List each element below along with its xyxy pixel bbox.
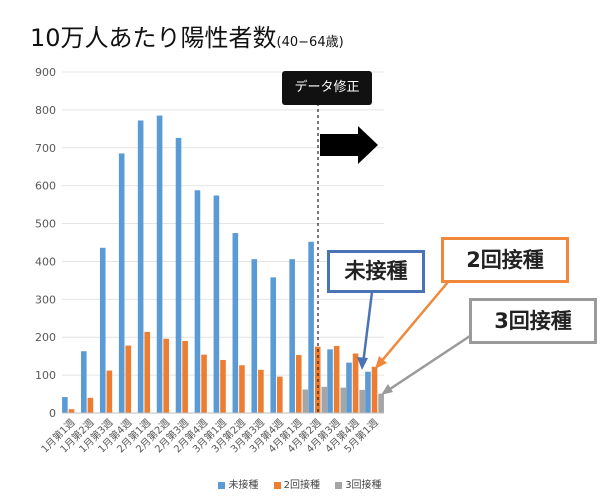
- bar-dose3: [359, 389, 365, 413]
- legend-swatch: [218, 481, 226, 489]
- pointer-orange: [379, 281, 449, 364]
- bar-unvaccinated: [81, 351, 87, 413]
- bar-unvaccinated: [232, 233, 239, 413]
- legend-item-dose3: 3回接種: [335, 476, 382, 491]
- legend-label: 3回接種: [345, 480, 382, 491]
- chart-title: 10万人あたり陽性者数(40−64歳): [30, 18, 344, 53]
- legend-item-unvaccinated: 未接種: [218, 476, 258, 491]
- bar-dose2: [333, 345, 340, 413]
- bar-unvaccinated: [194, 190, 201, 413]
- y-tick-label: 700: [35, 142, 56, 155]
- legend: 未接種 2回接種 3回接種: [0, 476, 600, 491]
- bar-unvaccinated: [156, 115, 163, 413]
- bar-unvaccinated: [137, 120, 144, 413]
- y-tick-label: 900: [35, 66, 56, 79]
- bar-dose2: [87, 397, 94, 413]
- legend-swatch: [273, 481, 281, 489]
- callout-dose3: 3回接種: [469, 298, 597, 344]
- y-tick-label: 100: [35, 369, 56, 382]
- bars: [62, 115, 384, 413]
- bar-unvaccinated: [289, 259, 295, 413]
- callout-unvaccinated: 未接種: [327, 250, 425, 293]
- bar-dose2: [239, 365, 245, 413]
- bar-dose2: [258, 369, 264, 413]
- pointer-gray-head: [381, 384, 393, 395]
- bar-dose2: [144, 331, 151, 413]
- y-tick-label: 0: [49, 407, 56, 420]
- legend-swatch: [335, 481, 343, 489]
- bar-dose2: [220, 359, 226, 413]
- bar-unvaccinated: [175, 137, 182, 413]
- annotations: [317, 103, 471, 413]
- bar-unvaccinated: [327, 349, 333, 413]
- data-correction-badge: データ修正: [282, 71, 372, 105]
- bar-dose2: [106, 370, 113, 413]
- y-tick-label: 300: [35, 293, 56, 306]
- y-tick-label: 600: [35, 180, 56, 193]
- legend-label: 未接種: [228, 480, 259, 491]
- bar-unvaccinated: [99, 247, 106, 413]
- bar-dose2: [125, 345, 132, 413]
- pointer-blue-head: [357, 357, 368, 370]
- bar-unvaccinated: [308, 241, 314, 413]
- pointer-gray: [386, 334, 471, 393]
- bar-unvaccinated: [270, 277, 277, 413]
- bar-unvaccinated: [213, 195, 220, 413]
- y-tick-label: 400: [35, 255, 56, 268]
- bar-unvaccinated: [118, 153, 125, 413]
- bar-dose2: [68, 409, 75, 413]
- y-tick-label: 800: [35, 104, 56, 117]
- bar-unvaccinated: [251, 259, 258, 413]
- right-arrow-icon: [320, 126, 378, 164]
- bar-dose2: [352, 353, 359, 413]
- chart-title-main: 10万人あたり陽性者数: [30, 24, 277, 52]
- bar-dose2: [163, 338, 169, 413]
- legend-item-dose2: 2回接種: [273, 476, 320, 491]
- bar-dose2: [371, 366, 378, 413]
- bar-dose3: [302, 389, 309, 413]
- x-axis: 1月第1週1月第2週1月第3週1月第4週2月第1週2月第2週2月第3週2月第4週…: [38, 412, 384, 455]
- bar-dose2: [277, 376, 283, 413]
- bar-dose2: [182, 341, 188, 413]
- y-tick-label: 200: [35, 331, 56, 344]
- bar-dose3: [321, 386, 328, 413]
- bar-dose3: [378, 393, 384, 413]
- bar-unvaccinated: [62, 397, 68, 413]
- y-tick-label: 500: [35, 218, 56, 231]
- bar-unvaccinated: [365, 371, 371, 413]
- pointer-orange-head: [375, 356, 387, 369]
- bar-dose2: [201, 354, 207, 413]
- chart-title-sub: (40−64歳): [276, 35, 344, 50]
- bar-unvaccinated: [346, 362, 352, 413]
- bar-dose3: [340, 387, 347, 413]
- bar-dose2: [295, 355, 302, 413]
- pointer-blue: [361, 291, 374, 365]
- legend-label: 2回接種: [283, 480, 320, 491]
- callout-dose2: 2回接種: [441, 237, 569, 283]
- y-axis: 0 100 200 300 400 500 600 700 800 900: [35, 66, 56, 420]
